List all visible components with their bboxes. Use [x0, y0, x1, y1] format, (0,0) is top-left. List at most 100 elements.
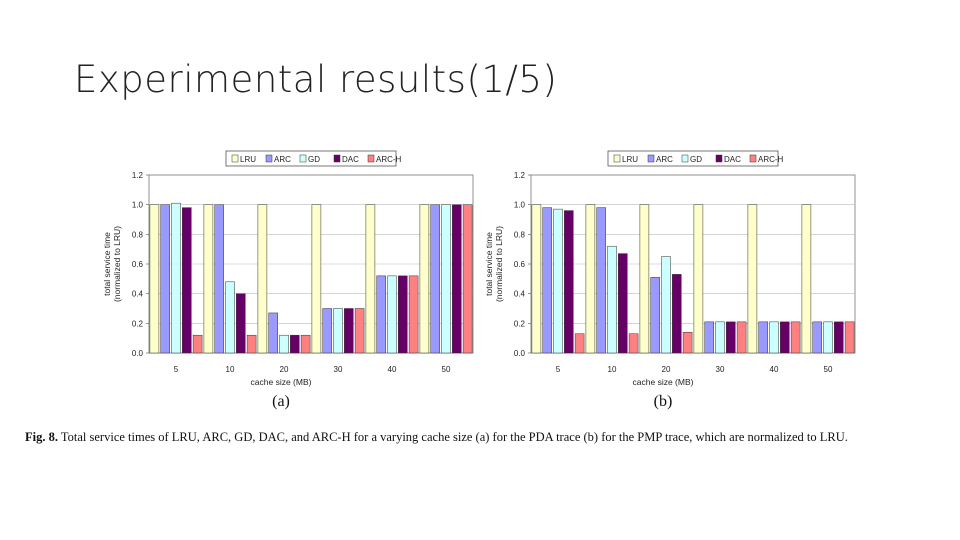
chart-a: LRU ARC GD DAC ARC-H 0.0 0.2 0.4 0.6 0.8 1.0 1.2 5 10…	[96, 145, 476, 420]
bar-arc-10	[596, 207, 606, 354]
bar-lru-50	[419, 204, 430, 354]
bar-arc-h-5	[192, 334, 203, 354]
legend-label: GD	[690, 155, 702, 164]
legend-label: ARC	[656, 155, 673, 164]
bar-arc-30	[704, 321, 714, 354]
bar-dac-20	[672, 274, 682, 354]
legend-label: GD	[308, 155, 320, 164]
x-tick-label: 10	[226, 365, 235, 374]
bar-gd-10	[225, 281, 235, 354]
bar-arc-h-20	[682, 331, 693, 354]
y-tick-label: 1.0	[132, 201, 144, 210]
y-tick-label: 0.8	[132, 230, 144, 239]
legend-label: DAC	[342, 155, 359, 164]
legend-swatch	[749, 154, 757, 163]
bar-dac-40	[398, 275, 408, 354]
chart-b: LRU ARC GD DAC ARC-H 0.0 0.2 0.4 0.6 0.8 1.0 1.2 5 10…	[478, 145, 858, 420]
bar-gd-10	[607, 245, 617, 354]
bar-dac-20	[290, 334, 300, 354]
y-tick-label: 1.0	[514, 201, 526, 210]
bar-arc-50	[812, 321, 822, 354]
subfigure-label: (b)	[654, 393, 673, 410]
bar-gd-5	[553, 208, 563, 354]
y-tick-label: 1.2	[514, 171, 526, 180]
caption-label: Fig. 8.	[25, 430, 58, 444]
bar-lru-50	[801, 204, 812, 354]
legend-label: LRU	[622, 155, 638, 164]
bar-gd-20	[661, 256, 671, 354]
bar-lru-5	[149, 204, 160, 354]
bar-gd-30	[715, 321, 725, 354]
chart-b-svg: LRU ARC GD DAC ARC-H 0.0 0.2 0.4 0.6 0.8 1.0 1.2 5 10…	[484, 150, 856, 410]
y-tick-label: 0.0	[132, 349, 144, 358]
bar-arc-h-30	[354, 308, 365, 354]
bar-gd-5	[171, 202, 181, 354]
bar-lru-30	[693, 204, 704, 354]
bar-arc-20	[650, 277, 660, 354]
bar-lru-40	[747, 204, 758, 354]
y-tick-label: 0.0	[514, 349, 526, 358]
bar-lru-20	[639, 204, 650, 354]
x-axis-label: cache size (MB)	[251, 377, 312, 387]
y-tick-label: 0.2	[132, 319, 144, 328]
bar-lru-5	[531, 204, 542, 354]
bar-dac-30	[344, 308, 354, 354]
bar-arc-h-50	[462, 204, 473, 354]
x-tick-label: 20	[280, 365, 289, 374]
bar-arc-h-10	[246, 334, 257, 354]
y-tick-label: 0.4	[514, 290, 526, 299]
bar-arc-40	[758, 321, 768, 354]
bar-arc-h-20	[300, 334, 311, 354]
y-tick-label: 0.6	[514, 260, 526, 269]
legend-swatch	[715, 154, 723, 163]
bar-arc-20	[268, 312, 278, 354]
y-tick-label: 0.2	[514, 319, 526, 328]
figure-caption: Fig. 8. Total service times of LRU, ARC,…	[25, 430, 848, 445]
legend-label: LRU	[240, 155, 256, 164]
bar-arc-h-40	[408, 275, 419, 354]
legend-swatch	[647, 154, 655, 163]
slide-title: Experimental results(1/5)	[74, 58, 558, 101]
bar-arc-5	[160, 204, 170, 354]
bar-dac-50	[834, 321, 844, 354]
bar-dac-10	[618, 253, 628, 354]
bar-lru-10	[585, 204, 596, 354]
bar-arc-50	[430, 204, 440, 354]
subfigure-label: (a)	[272, 393, 290, 410]
bar-gd-40	[769, 321, 779, 354]
bar-arc-5	[542, 207, 552, 354]
x-axis-label: cache size (MB)	[633, 377, 694, 387]
x-tick-label: 5	[556, 365, 561, 374]
x-tick-label: 5	[174, 365, 179, 374]
bar-lru-20	[257, 204, 268, 354]
bar-arc-10	[214, 204, 224, 354]
y-axis-label-line2: (normalized to LRU)	[112, 226, 122, 302]
bar-lru-30	[311, 204, 322, 354]
legend-label: ARC-H	[758, 155, 784, 164]
y-tick-label: 0.6	[132, 260, 144, 269]
x-tick-label: 40	[388, 365, 397, 374]
x-tick-label: 40	[770, 365, 779, 374]
bar-gd-40	[387, 275, 397, 354]
legend-label: ARC	[274, 155, 291, 164]
bar-gd-20	[279, 334, 289, 354]
bar-dac-5	[564, 210, 574, 354]
legend-swatch	[231, 154, 239, 163]
bar-dac-40	[780, 321, 790, 354]
bar-arc-30	[322, 308, 332, 354]
bar-arc-h-5	[574, 333, 585, 354]
bar-dac-5	[182, 207, 192, 354]
bar-lru-10	[203, 204, 214, 354]
bar-dac-30	[726, 321, 736, 354]
y-tick-label: 0.8	[514, 230, 526, 239]
bar-gd-30	[333, 308, 343, 354]
x-tick-label: 50	[442, 365, 451, 374]
x-tick-label: 30	[716, 365, 725, 374]
x-tick-label: 30	[334, 365, 343, 374]
caption-text: Total service times of LRU, ARC, GD, DAC…	[60, 430, 848, 444]
bar-arc-40	[376, 275, 386, 354]
y-axis-label-line1: total service time	[102, 232, 112, 296]
legend-swatch	[333, 154, 341, 163]
bar-dac-10	[236, 293, 246, 354]
bar-arc-h-50	[844, 321, 855, 354]
